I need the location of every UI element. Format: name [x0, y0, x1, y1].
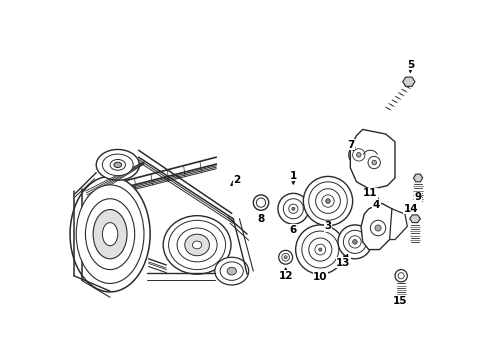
Circle shape — [325, 199, 329, 203]
Text: 6: 6 — [289, 225, 296, 235]
Circle shape — [352, 149, 364, 161]
Circle shape — [356, 153, 360, 157]
Polygon shape — [409, 215, 420, 222]
Polygon shape — [402, 77, 414, 86]
Ellipse shape — [110, 159, 125, 170]
Circle shape — [374, 225, 380, 231]
Circle shape — [343, 230, 366, 253]
Text: 12: 12 — [278, 271, 292, 281]
Text: 9: 9 — [414, 192, 421, 202]
Circle shape — [283, 199, 303, 219]
Text: 5: 5 — [406, 60, 413, 70]
Text: 11: 11 — [363, 188, 377, 198]
Circle shape — [315, 189, 340, 213]
Circle shape — [278, 250, 292, 264]
Circle shape — [301, 231, 338, 268]
Circle shape — [371, 160, 376, 165]
Circle shape — [277, 193, 308, 224]
Ellipse shape — [163, 216, 230, 274]
Circle shape — [394, 270, 407, 282]
Ellipse shape — [214, 257, 248, 285]
Ellipse shape — [70, 176, 150, 292]
Ellipse shape — [168, 220, 225, 270]
Circle shape — [256, 198, 265, 207]
Ellipse shape — [184, 234, 209, 256]
Circle shape — [291, 207, 294, 210]
Circle shape — [288, 204, 297, 213]
Ellipse shape — [220, 262, 243, 280]
Text: 15: 15 — [391, 296, 406, 306]
Ellipse shape — [96, 149, 139, 180]
Circle shape — [318, 248, 321, 251]
Text: 7: 7 — [346, 140, 354, 150]
Circle shape — [337, 225, 371, 259]
Circle shape — [397, 273, 404, 279]
Ellipse shape — [226, 267, 236, 275]
Text: 13: 13 — [335, 258, 350, 267]
Circle shape — [303, 176, 352, 226]
Polygon shape — [389, 209, 407, 239]
Circle shape — [295, 225, 344, 274]
Text: 14: 14 — [403, 204, 418, 214]
Circle shape — [308, 182, 346, 220]
Circle shape — [348, 236, 360, 248]
Circle shape — [321, 195, 333, 207]
Circle shape — [367, 156, 380, 169]
Polygon shape — [349, 130, 394, 189]
Circle shape — [253, 195, 268, 210]
Ellipse shape — [102, 154, 133, 176]
Circle shape — [369, 220, 385, 236]
Circle shape — [348, 145, 368, 165]
Ellipse shape — [93, 210, 127, 259]
Polygon shape — [413, 174, 422, 182]
Circle shape — [314, 244, 325, 255]
Polygon shape — [360, 203, 394, 249]
Ellipse shape — [76, 185, 143, 283]
Text: 4: 4 — [372, 200, 379, 210]
Ellipse shape — [114, 162, 122, 167]
Circle shape — [284, 256, 286, 259]
Text: 10: 10 — [312, 271, 327, 282]
Circle shape — [308, 238, 331, 261]
Circle shape — [281, 253, 289, 261]
Text: 2: 2 — [233, 175, 240, 185]
Text: 3: 3 — [324, 221, 331, 231]
Ellipse shape — [192, 241, 202, 249]
Ellipse shape — [85, 199, 135, 270]
Text: 8: 8 — [257, 214, 264, 224]
Ellipse shape — [102, 222, 118, 246]
Text: 1: 1 — [289, 171, 296, 181]
Ellipse shape — [177, 228, 217, 262]
Circle shape — [352, 239, 357, 244]
